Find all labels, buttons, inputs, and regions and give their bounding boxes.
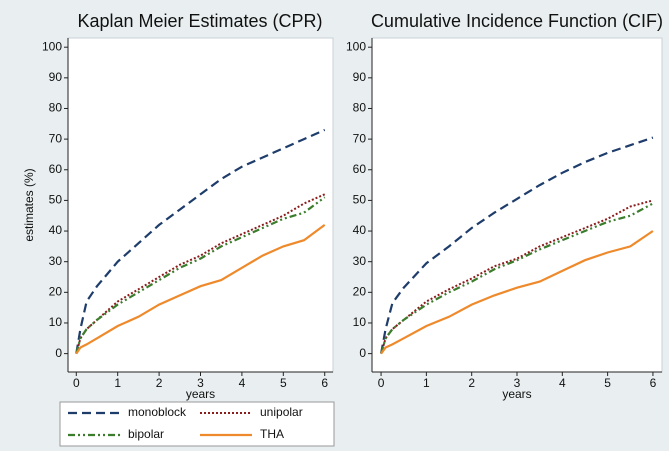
y-tick-label: 80 [353, 101, 367, 115]
y-tick-label: 70 [49, 131, 63, 145]
legend-label: monoblock [128, 405, 187, 419]
y-axis-label: estimates (%) [22, 168, 36, 241]
y-tick-label: 10 [49, 315, 63, 329]
y-tick-label: 0 [55, 346, 62, 360]
y-tick-label: 60 [353, 162, 367, 176]
y-tick-label: 0 [359, 346, 366, 360]
x-tick-label: 4 [239, 376, 246, 390]
legend [59, 401, 335, 447]
y-tick-label: 100 [42, 39, 62, 53]
series-line [380, 136, 654, 354]
plot-area [67, 37, 334, 373]
y-tick-label: 10 [353, 315, 367, 329]
series-line [380, 230, 654, 355]
chart-title: Cumulative Incidence Function (CIF) [371, 11, 663, 31]
x-tick-label: 5 [280, 376, 287, 390]
series-line [75, 224, 326, 355]
y-tick-label: 30 [49, 254, 63, 268]
series-line [75, 193, 326, 354]
y-tick-label: 70 [353, 131, 367, 145]
y-tick-label: 60 [49, 162, 63, 176]
x-axis-label: years [186, 387, 215, 401]
x-tick-label: 1 [114, 376, 121, 390]
legend-label: bipolar [128, 427, 164, 441]
y-tick-label: 40 [49, 223, 63, 237]
legend-label: unipolar [260, 405, 303, 419]
series-line [380, 199, 654, 354]
x-tick-label: 4 [559, 376, 566, 390]
x-tick-label: 0 [73, 376, 80, 390]
legend-label: THA [260, 427, 284, 441]
x-tick-label: 2 [468, 376, 475, 390]
x-tick-label: 1 [423, 376, 430, 390]
y-tick-label: 20 [353, 285, 367, 299]
x-tick-label: 3 [197, 376, 204, 390]
y-tick-label: 30 [353, 254, 367, 268]
y-tick-label: 80 [49, 101, 63, 115]
y-tick-label: 100 [346, 39, 366, 53]
x-tick-label: 5 [604, 376, 611, 390]
y-tick-label: 20 [49, 285, 63, 299]
x-tick-label: 2 [156, 376, 163, 390]
plot-area [371, 37, 663, 373]
chart-title: Kaplan Meier Estimates (CPR) [77, 11, 322, 31]
x-tick-label: 6 [650, 376, 657, 390]
x-tick-label: 3 [514, 376, 521, 390]
y-tick-label: 50 [49, 193, 63, 207]
y-tick-label: 90 [49, 70, 63, 84]
y-tick-label: 50 [353, 193, 367, 207]
x-axis-label: years [502, 387, 531, 401]
y-tick-label: 90 [353, 70, 367, 84]
series-line [75, 196, 326, 354]
y-tick-label: 40 [353, 223, 367, 237]
series-line [380, 202, 654, 354]
x-tick-label: 6 [321, 376, 328, 390]
series-line [75, 128, 326, 354]
x-tick-label: 0 [378, 376, 385, 390]
